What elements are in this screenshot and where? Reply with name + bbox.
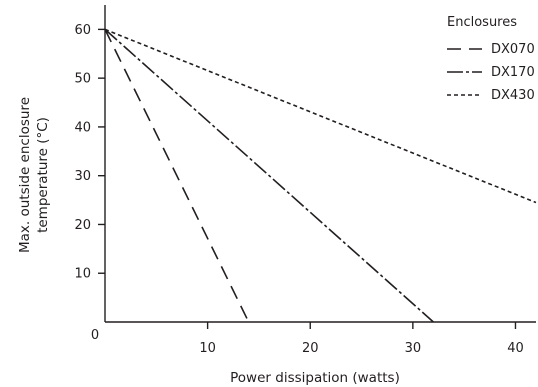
x-axis-label: Power dissipation (watts) [230,370,400,386]
x-tick-label: 20 [302,341,319,356]
x-tick-label: 30 [405,341,422,356]
y-tick-label: 30 [74,169,91,184]
axes [98,5,536,329]
y-tick-label: 60 [74,23,91,38]
origin-label: 0 [91,328,99,343]
y-tick-label: 10 [74,267,91,282]
y-tick-label: 40 [74,120,91,135]
x-tick-label: 40 [507,341,524,356]
y-axis-label-line-1: Max. outside enclosure [17,97,33,253]
legend-label-dx170: DX170 [491,65,535,80]
legend-title: Enclosures [447,15,517,30]
legend-label-dx430: DX430 [491,88,535,103]
x-tick-label: 10 [199,341,216,356]
y-axis-label: Max. outside enclosure temperature (°C) [17,97,51,253]
y-tick-label: 50 [74,72,91,87]
legend: Enclosures DX070 DX170 DX430 [447,15,535,103]
series-line-dx070 [104,29,250,323]
legend-label-dx070: DX070 [491,42,535,57]
tick-labels: 10 20 30 40 50 60 10 20 30 40 0 [74,23,523,356]
series-line-dx170 [104,28,434,323]
series-line-dx430 [104,28,537,204]
y-tick-label: 20 [74,218,91,233]
series-lines [104,28,537,323]
y-axis-label-line-2: temperature (°C) [35,117,51,233]
